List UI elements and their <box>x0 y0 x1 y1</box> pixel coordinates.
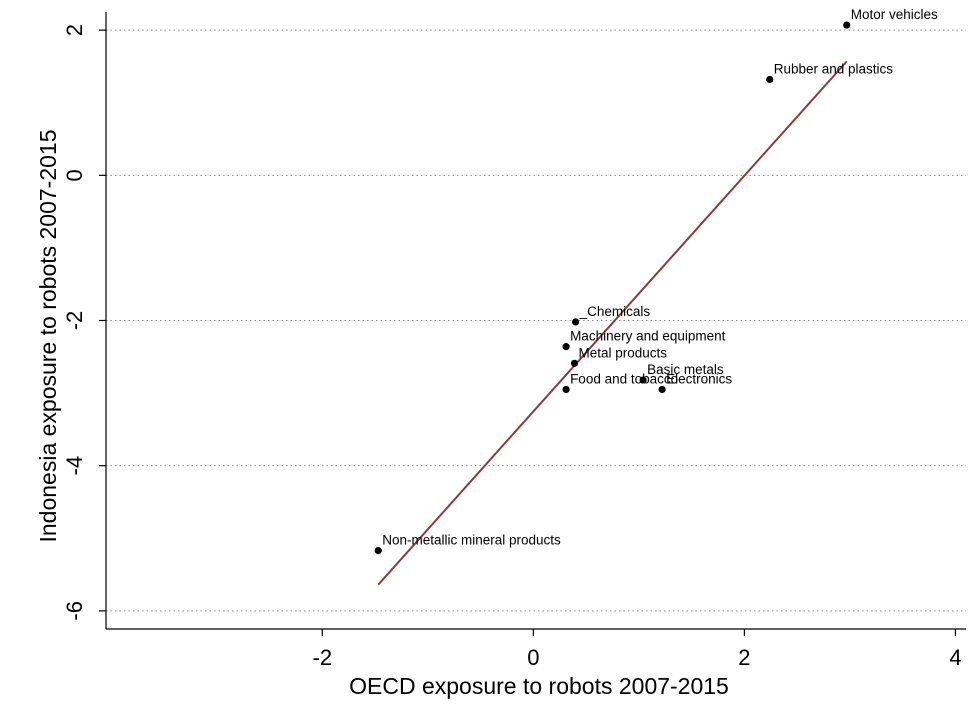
point-label: Motor vehicles <box>851 7 938 22</box>
data-point <box>374 547 382 555</box>
x-tick-label: -2 <box>313 645 333 670</box>
point-label: Basic metals <box>647 362 724 377</box>
axes: -6 -4 -2 0 2 -2 0 2 4 <box>62 12 966 670</box>
data-point <box>571 318 580 326</box>
y-axis-label: Indonesia exposure to robots 2007-2015 <box>35 129 61 542</box>
data-point <box>766 75 774 84</box>
fit-line-layer <box>377 60 848 586</box>
x-tick-label: 4 <box>949 645 961 670</box>
x-tick-label: 2 <box>738 645 750 670</box>
point-label: Food and tobacco <box>570 371 678 386</box>
y-tick-label: -6 <box>62 601 87 621</box>
y-tick-label: -2 <box>62 311 87 331</box>
data-point <box>562 385 570 394</box>
data-point <box>658 385 666 394</box>
data-point <box>639 376 647 384</box>
data-point <box>562 343 570 351</box>
grid-lines <box>106 29 966 612</box>
y-tick-label: 2 <box>62 24 87 36</box>
point-label: Machinery and equipment <box>570 329 726 344</box>
y-tick-label: 0 <box>62 169 87 181</box>
point-label: Non-metallic mineral products <box>382 533 561 548</box>
fit-line <box>377 60 848 586</box>
data-points <box>374 21 851 555</box>
point-label: Electronics <box>666 371 732 386</box>
x-axis-label: OECD exposure to robots 2007-2015 <box>349 673 729 699</box>
data-point <box>843 21 851 29</box>
point-label: _Chemicals <box>579 304 651 319</box>
point-label: Metal products <box>579 345 668 360</box>
y-tick-label: -4 <box>62 456 87 476</box>
x-tick-label: 0 <box>527 645 539 670</box>
point-labels: Motor vehicles Rubber and plastics _Chemic… <box>382 7 938 548</box>
data-point <box>570 359 579 367</box>
point-label: Rubber and plastics <box>774 62 894 77</box>
